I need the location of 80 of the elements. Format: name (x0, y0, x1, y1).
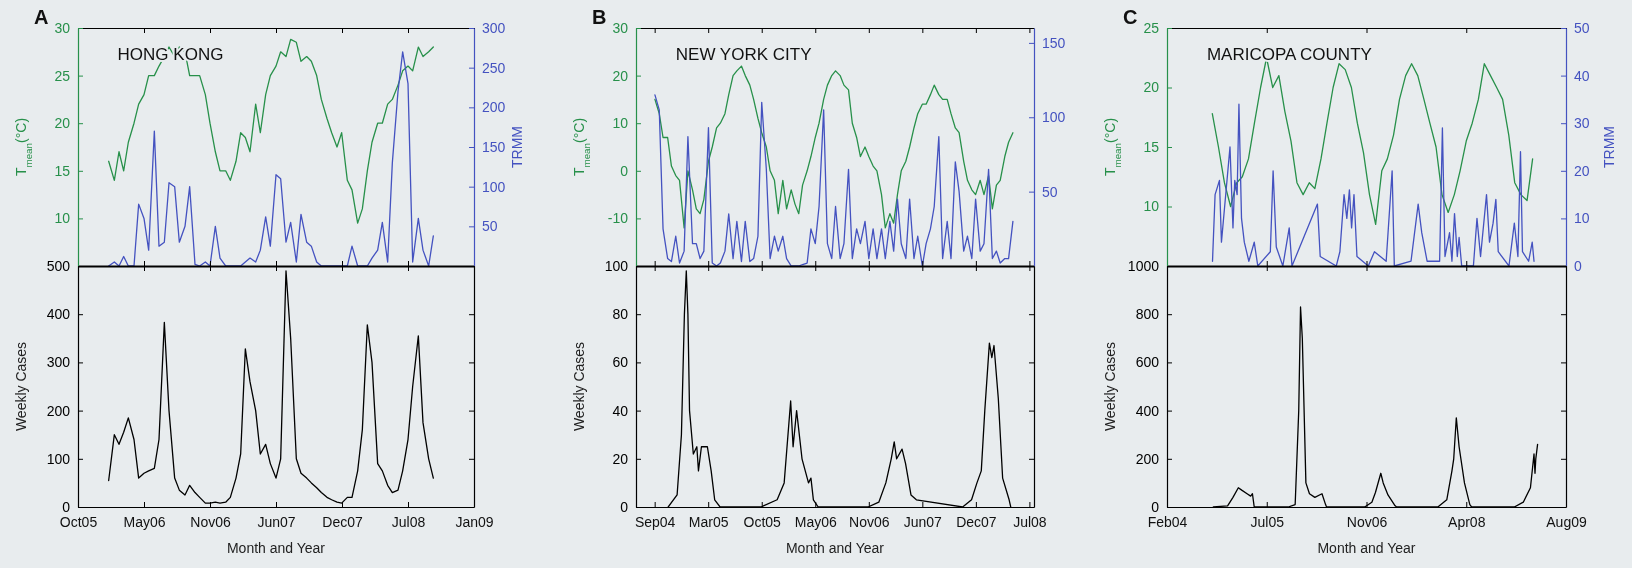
y-tick-label: 300 (46, 354, 71, 371)
x-axis-title: Month and Year (1317, 540, 1416, 556)
y-tick-label: 0 (62, 498, 71, 515)
y2-tick-label: 200 (482, 99, 506, 116)
y-tick-label: 10 (1143, 198, 1160, 215)
y-tick-label: 20 (54, 115, 71, 132)
x-tick-label: Oct05 (59, 513, 98, 530)
y2-tick-label: 100 (482, 178, 506, 195)
x-tick-label: Jun07 (257, 513, 296, 530)
y-tick-label: 20 (1143, 79, 1160, 96)
y-tick-label: 0 (620, 498, 629, 515)
y-tick-label: 100 (46, 450, 71, 467)
y-tick-label: 15 (54, 162, 71, 179)
x-tick-label: Oct05 (743, 513, 782, 530)
y-tick-label: 10 (54, 210, 71, 227)
x-tick-label: Apr08 (1448, 513, 1486, 530)
x-tick-label: Sep04 (634, 513, 676, 530)
y-tick-label: 25 (54, 67, 71, 84)
y2-tick-label: 100 (1042, 109, 1066, 126)
y-tick-label: 500 (46, 257, 71, 274)
y2-tick-label: 20 (1574, 162, 1590, 179)
y-tick-label: 30 (612, 19, 629, 36)
y2-tick-label: 150 (482, 138, 506, 155)
y-axis-title: Weekly Cases (13, 341, 29, 432)
y-axis-title: Weekly Cases (1102, 341, 1118, 432)
y-tick-label: 1000 (1127, 257, 1160, 274)
text: MARICOPA COUNTY (1206, 45, 1372, 64)
y-axis-title: Weekly Cases (571, 341, 587, 432)
x-tick-label: Nov06 (1346, 513, 1388, 530)
x-tick-label: Aug09 (1546, 513, 1587, 530)
x-tick-label: Jul05 (1250, 513, 1285, 530)
y2-tick-label: 300 (482, 19, 506, 36)
y-tick-label: 100 (604, 257, 629, 274)
y-tick-label: 20 (612, 67, 629, 84)
y2-tick-label: 0 (1574, 257, 1582, 274)
x-tick-label: Feb04 (1147, 513, 1188, 530)
x-tick-label: Dec07 (956, 513, 997, 530)
y-tick-label: 10 (612, 115, 629, 132)
x-tick-label: Mar05 (688, 513, 729, 530)
y-tick-label: 30 (54, 19, 71, 36)
y2-tick-label: 40 (1574, 67, 1590, 84)
y-tick-label: -10 (607, 210, 629, 227)
y-tick-label: 15 (1143, 138, 1160, 155)
y-tick-label: 25 (1143, 19, 1160, 36)
y2-axis-title: TRMM (1601, 126, 1617, 168)
x-axis-title: Month and Year (785, 540, 885, 556)
y2-tick-label: 10 (1574, 210, 1590, 227)
y2-tick-label: 150 (1042, 34, 1066, 51)
x-axis-title: Month and Year (226, 540, 326, 556)
y-tick-label: 0 (1151, 498, 1160, 515)
x-tick-label: Jan09 (455, 513, 494, 530)
y2-tick-label: 50 (1042, 183, 1058, 200)
text: B (592, 6, 607, 28)
y2-tick-label: 50 (1574, 19, 1590, 36)
x-tick-label: Jun07 (903, 513, 943, 530)
y-tick-label: 600 (1135, 354, 1160, 371)
text: NEW YORK CITY (675, 45, 812, 64)
x-tick-label: Jul08 (391, 513, 426, 530)
text: C (1123, 6, 1138, 28)
y-tick-label: 0 (620, 162, 629, 179)
y-tick-label: 200 (1135, 450, 1160, 467)
x-tick-label: Nov06 (849, 513, 890, 530)
x-tick-label: May06 (794, 513, 837, 530)
x-tick-label: Dec07 (322, 513, 363, 530)
y2-tick-label: 30 (1574, 115, 1590, 132)
y-tick-label: 80 (612, 306, 629, 323)
x-tick-label: Nov06 (190, 513, 231, 530)
y2-tick-label: 250 (482, 59, 506, 76)
y-tick-label: 60 (612, 354, 629, 371)
y-tick-label: 400 (46, 306, 71, 323)
y-tick-label: 40 (612, 402, 629, 419)
y-tick-label: 800 (1135, 306, 1160, 323)
x-tick-label: May06 (123, 513, 166, 530)
y-tick-label: 200 (46, 402, 71, 419)
y-tick-label: 20 (612, 450, 629, 467)
y-tick-label: 400 (1135, 402, 1160, 419)
x-tick-label: Jul08 (1013, 513, 1047, 530)
y2-tick-label: 50 (482, 218, 498, 235)
y2-axis-title: TRMM (509, 126, 525, 168)
text: A (34, 6, 49, 28)
